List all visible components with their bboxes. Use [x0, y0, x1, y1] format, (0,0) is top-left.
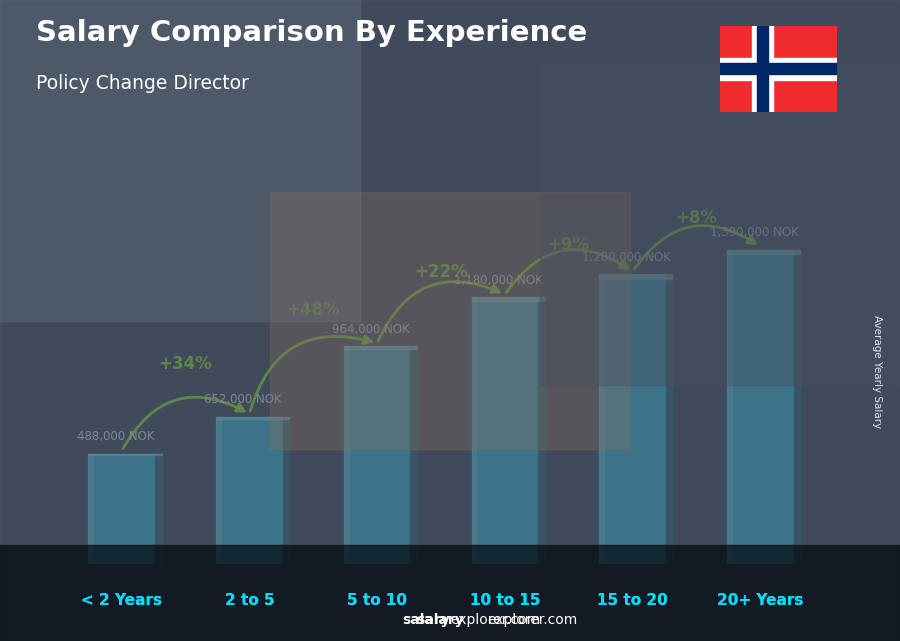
Bar [540, 64, 900, 385]
Bar [727, 249, 732, 564]
Bar [472, 297, 476, 564]
Text: 15 to 20: 15 to 20 [598, 593, 668, 608]
Bar [270, 192, 630, 449]
Text: 5 to 10: 5 to 10 [347, 593, 407, 608]
Bar [472, 297, 544, 301]
Bar [88, 454, 93, 564]
Bar [155, 454, 161, 564]
Text: explorer.com: explorer.com [450, 613, 540, 627]
Text: 20+ Years: 20+ Years [717, 593, 804, 608]
Bar [757, 26, 768, 112]
Bar [472, 297, 538, 564]
Text: 20+ Years: 20+ Years [717, 593, 804, 608]
Bar [752, 26, 773, 112]
Text: 15 to 20: 15 to 20 [598, 593, 668, 608]
Text: 964,000 NOK: 964,000 NOK [332, 323, 410, 336]
Text: 1,390,000 NOK: 1,390,000 NOK [709, 226, 798, 240]
Text: explorer.com: explorer.com [487, 613, 577, 627]
Bar [216, 417, 220, 564]
Bar [216, 417, 289, 419]
Text: +8%: +8% [676, 209, 717, 227]
Text: salary: salary [402, 613, 450, 627]
Bar [88, 454, 161, 455]
Text: +34%: +34% [158, 355, 212, 373]
Bar [0, 0, 900, 545]
Text: 5 to 10: 5 to 10 [347, 593, 407, 608]
Bar [720, 63, 837, 74]
Bar [599, 274, 666, 564]
Text: 1,280,000 NOK: 1,280,000 NOK [582, 251, 670, 264]
Text: +22%: +22% [414, 263, 468, 281]
Text: < 2 Years: < 2 Years [81, 593, 162, 608]
Bar [216, 417, 283, 564]
Bar [344, 346, 410, 564]
Text: Average Yearly Salary: Average Yearly Salary [872, 315, 883, 428]
Bar [283, 417, 289, 564]
Text: 10 to 15: 10 to 15 [470, 593, 540, 608]
Bar [720, 58, 837, 79]
Bar [344, 346, 417, 349]
Text: 488,000 NOK: 488,000 NOK [76, 431, 154, 444]
Bar [0, 0, 360, 320]
Bar [410, 346, 417, 564]
Text: salary: salary [417, 613, 464, 627]
Bar [599, 274, 672, 279]
Bar [88, 454, 155, 564]
Text: 2 to 5: 2 to 5 [225, 593, 274, 608]
Text: < 2 Years: < 2 Years [81, 593, 162, 608]
Bar [666, 274, 672, 564]
Text: Salary Comparison By Experience: Salary Comparison By Experience [36, 19, 587, 47]
Bar [344, 346, 348, 564]
Bar [727, 249, 800, 254]
Bar [599, 274, 604, 564]
Text: 1,180,000 NOK: 1,180,000 NOK [454, 274, 543, 287]
Bar [794, 249, 800, 564]
Bar [538, 297, 544, 564]
Text: +9%: +9% [548, 236, 590, 254]
Text: 10 to 15: 10 to 15 [470, 593, 540, 608]
Text: Policy Change Director: Policy Change Director [36, 74, 249, 93]
Text: 652,000 NOK: 652,000 NOK [204, 394, 282, 406]
Bar [727, 249, 794, 564]
Text: 2 to 5: 2 to 5 [225, 593, 274, 608]
Bar [0, 545, 900, 641]
Text: +48%: +48% [286, 301, 340, 319]
